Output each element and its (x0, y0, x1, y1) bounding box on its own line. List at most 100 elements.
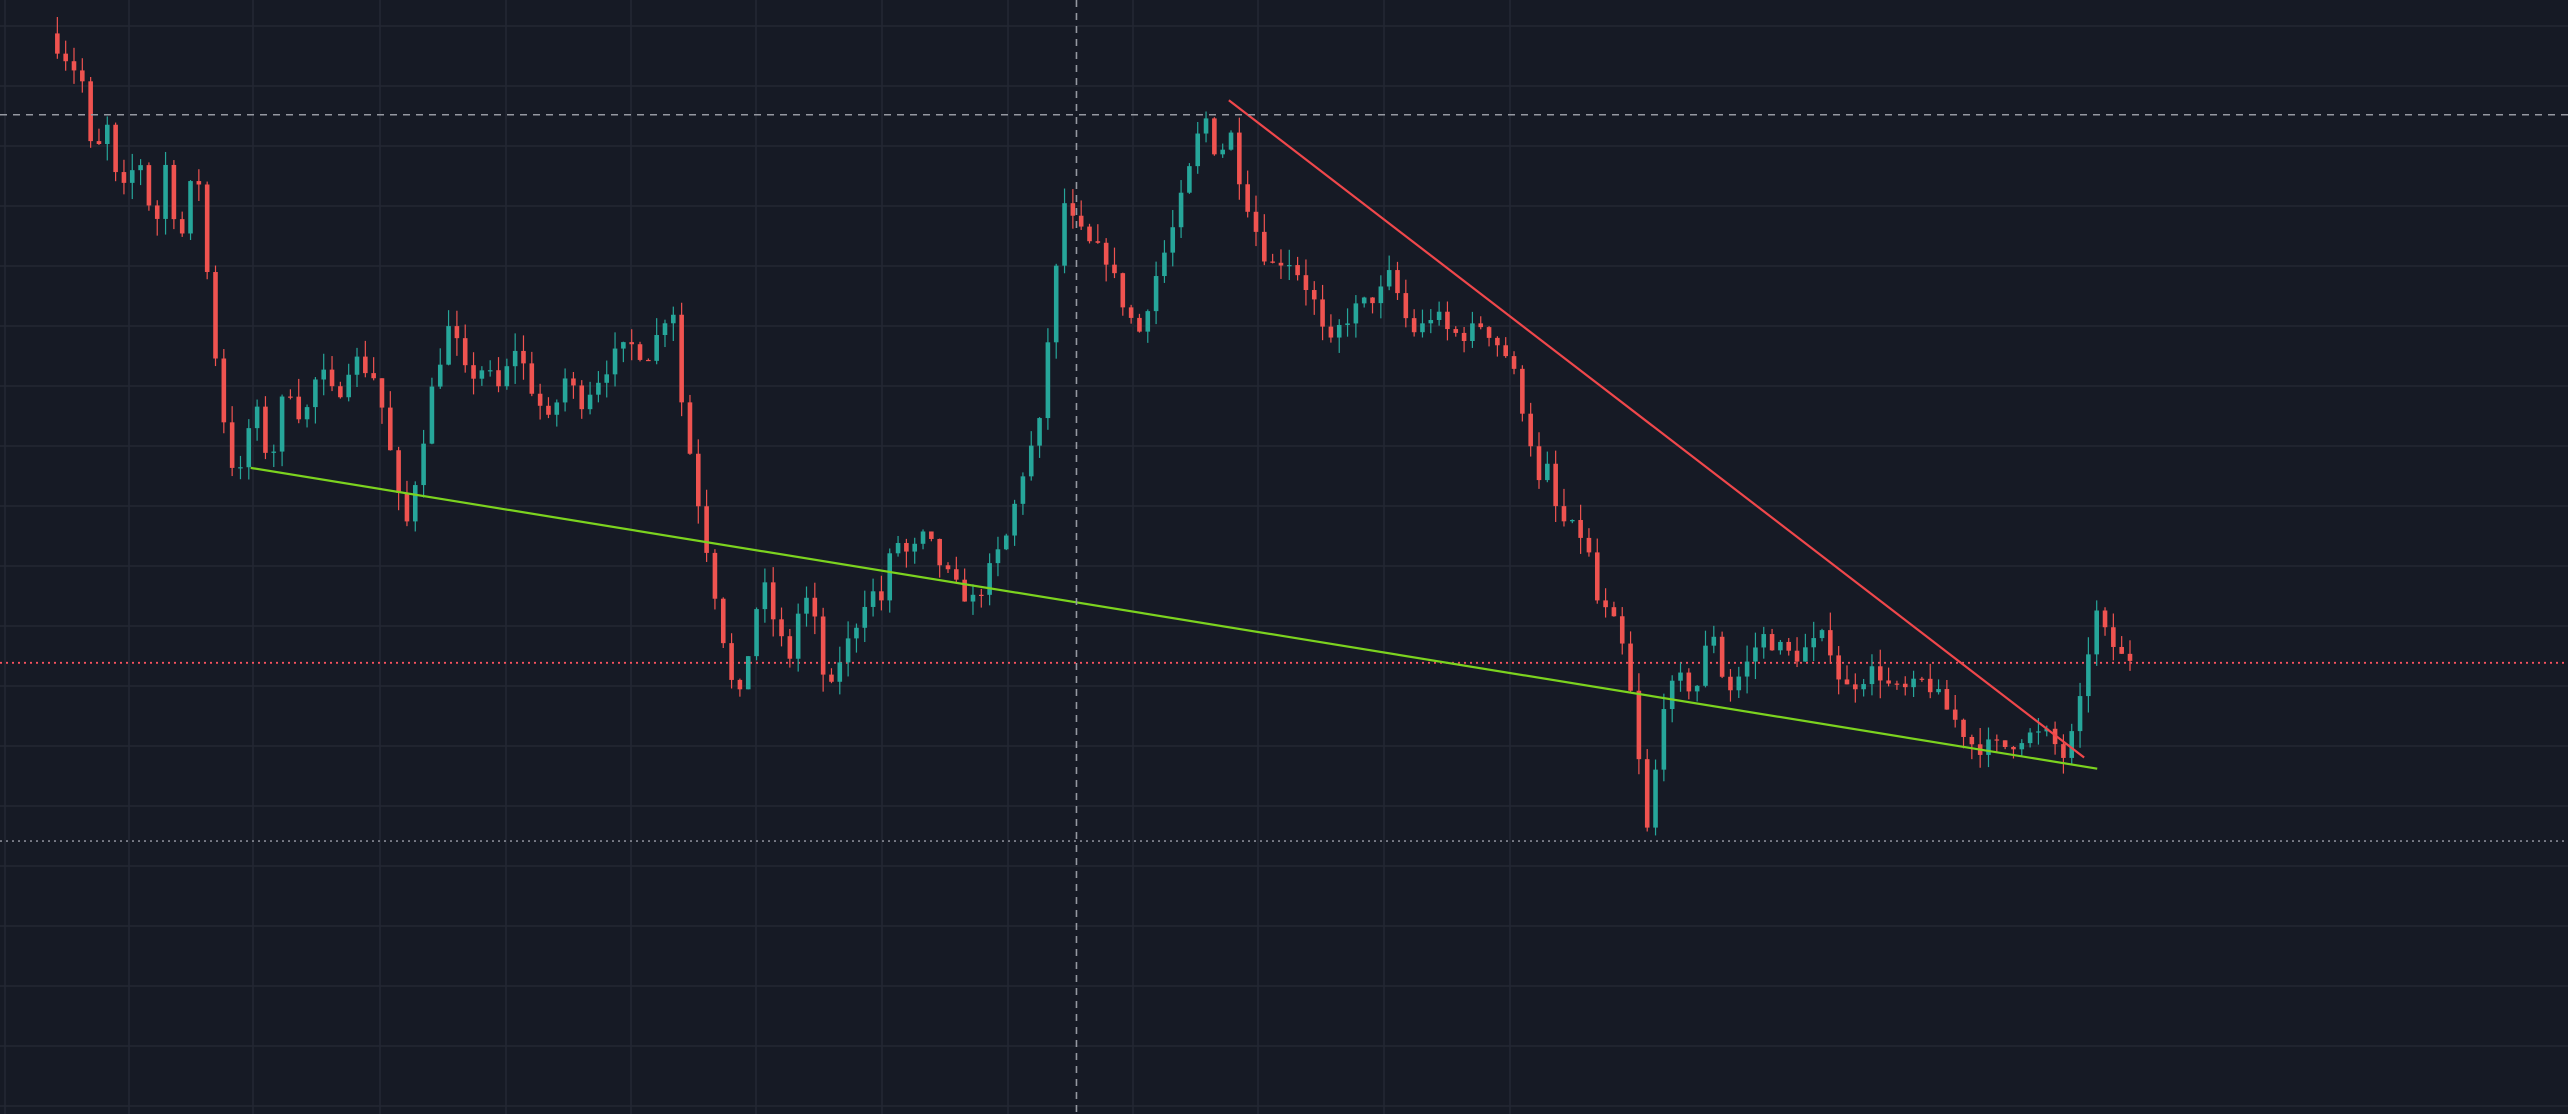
candle[interactable] (163, 151, 168, 235)
candle[interactable] (1853, 673, 1858, 703)
candle[interactable] (1711, 625, 1717, 654)
candle[interactable] (662, 319, 668, 348)
candle[interactable] (329, 356, 335, 392)
candle[interactable] (1286, 249, 1292, 281)
candle[interactable] (437, 348, 443, 389)
candle[interactable] (1728, 669, 1733, 702)
candle[interactable] (1678, 662, 1683, 692)
candle[interactable] (371, 357, 376, 381)
candle[interactable] (1994, 734, 2000, 753)
candle[interactable] (1503, 337, 1508, 358)
candle[interactable] (2119, 636, 2124, 654)
candle[interactable] (1461, 326, 1467, 353)
candle[interactable] (288, 389, 293, 400)
candle[interactable] (263, 396, 268, 460)
candle[interactable] (1170, 210, 1176, 267)
candle[interactable] (1053, 263, 1059, 359)
candle[interactable] (471, 352, 476, 395)
candle[interactable] (1794, 637, 1800, 668)
candle[interactable] (1336, 319, 1342, 353)
candle[interactable] (1628, 631, 1633, 692)
candle[interactable] (454, 310, 460, 356)
candle[interactable] (2086, 637, 2091, 713)
candle[interactable] (504, 358, 510, 390)
candle[interactable] (1370, 297, 1375, 314)
candle[interactable] (787, 628, 793, 668)
candle[interactable] (1353, 295, 1359, 338)
candle[interactable] (1478, 316, 1484, 330)
candle[interactable] (779, 607, 784, 647)
candle[interactable] (879, 575, 884, 611)
candle[interactable] (1062, 188, 1067, 274)
candle[interactable] (1278, 249, 1284, 279)
candle[interactable] (1078, 200, 1084, 230)
candle[interactable] (1203, 111, 1209, 143)
candle[interactable] (1769, 628, 1775, 651)
candle[interactable] (321, 353, 327, 396)
candle[interactable] (2027, 728, 2033, 748)
candle[interactable] (945, 562, 951, 574)
candle[interactable] (71, 47, 77, 84)
candle[interactable] (313, 377, 318, 424)
candle[interactable] (837, 646, 843, 695)
candle[interactable] (2069, 723, 2075, 765)
candle[interactable] (754, 607, 759, 661)
candle[interactable] (654, 318, 659, 365)
candle[interactable] (1877, 649, 1883, 699)
candle[interactable] (1869, 654, 1875, 696)
candle[interactable] (446, 310, 451, 366)
candle[interactable] (1103, 238, 1109, 282)
candle[interactable] (1911, 670, 1916, 698)
candle[interactable] (1253, 195, 1259, 247)
candle[interactable] (1428, 309, 1434, 334)
candle[interactable] (179, 211, 185, 237)
candle[interactable] (1361, 296, 1367, 308)
candle[interactable] (562, 368, 568, 412)
candle[interactable] (346, 363, 351, 402)
candle[interactable] (546, 397, 551, 419)
candle[interactable] (979, 588, 984, 608)
candle[interactable] (1295, 256, 1300, 281)
candle[interactable] (1020, 472, 1026, 515)
candle[interactable] (2002, 740, 2008, 750)
candle[interactable] (587, 381, 593, 415)
candle[interactable] (612, 332, 618, 387)
candle[interactable] (1270, 253, 1275, 264)
candle[interactable] (1952, 694, 1958, 728)
candle[interactable] (1844, 665, 1850, 685)
candle[interactable] (1045, 328, 1051, 430)
candle[interactable] (1212, 117, 1217, 156)
candle[interactable] (1470, 311, 1475, 348)
candle[interactable] (404, 480, 410, 527)
candle[interactable] (695, 439, 701, 524)
candle[interactable] (279, 394, 285, 467)
candle[interactable] (1095, 224, 1101, 244)
trendlines[interactable] (250, 99, 2098, 770)
candle[interactable] (579, 380, 585, 419)
candle[interactable] (1162, 240, 1167, 283)
candle[interactable] (1803, 633, 1808, 662)
candle[interactable] (720, 597, 726, 648)
candle[interactable] (687, 394, 693, 455)
candle[interactable] (338, 381, 343, 399)
candle[interactable] (479, 366, 485, 386)
candle[interactable] (88, 76, 93, 148)
candle[interactable] (604, 360, 610, 398)
candle[interactable] (304, 404, 310, 428)
candle[interactable] (1262, 214, 1267, 266)
candle[interactable] (1936, 679, 1941, 695)
candle[interactable] (770, 567, 776, 637)
candle[interactable] (196, 169, 202, 201)
candle[interactable] (537, 383, 543, 420)
candle[interactable] (987, 553, 992, 606)
candle[interactable] (2127, 640, 2133, 671)
candle[interactable] (1786, 638, 1792, 656)
candle[interactable] (1195, 122, 1201, 174)
candle[interactable] (1603, 588, 1608, 618)
candle[interactable] (712, 549, 718, 610)
candlestick-series[interactable] (55, 17, 2133, 836)
candle[interactable] (904, 538, 909, 568)
candle[interactable] (829, 668, 834, 684)
candle[interactable] (1753, 632, 1758, 680)
